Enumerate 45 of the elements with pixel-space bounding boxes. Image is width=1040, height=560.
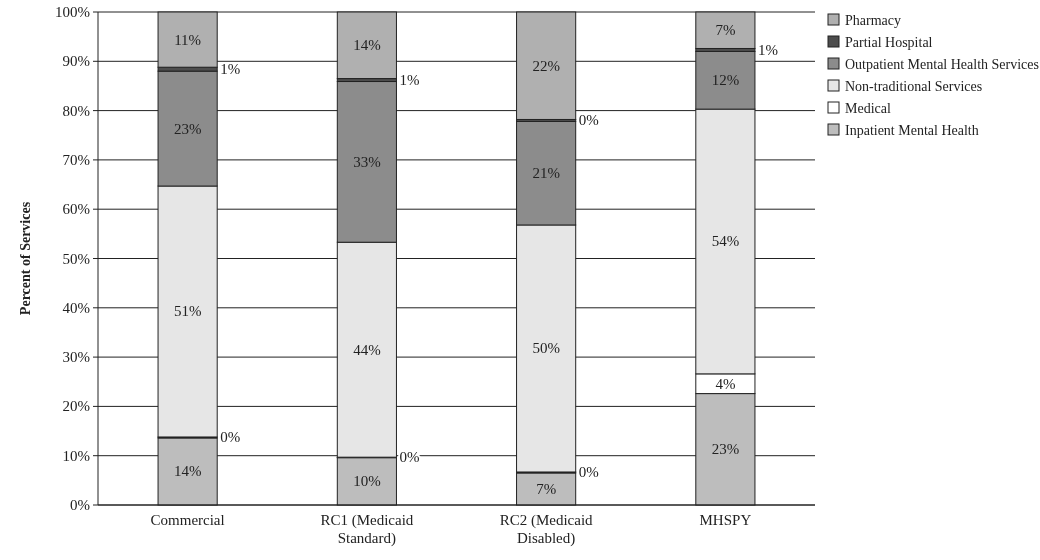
data-label: 1% (220, 61, 241, 78)
data-label: 51% (173, 303, 202, 320)
legend-label: Outpatient Mental Health Services (845, 56, 1039, 72)
data-label: 7% (536, 480, 557, 497)
data-label: 33% (353, 153, 381, 170)
data-label: 4% (715, 375, 736, 392)
y-tick-label: 0% (70, 497, 90, 513)
data-label: 12% (711, 72, 740, 89)
legend-label: Pharmacy (845, 12, 901, 28)
y-tick-label: 50% (62, 250, 90, 267)
data-label: 0% (578, 112, 599, 129)
legend-label: Inpatient Mental Health (845, 122, 979, 138)
y-tick-label: 70% (62, 151, 90, 168)
y-tick-label: 10% (62, 447, 90, 464)
legend-label: Partial Hospital (845, 34, 933, 50)
data-label: 1% (757, 41, 778, 58)
data-label: 23% (173, 120, 202, 137)
x-tick-label: RC1 (Medicaid Standard) (320, 512, 414, 547)
data-label: 7% (715, 22, 736, 39)
x-tick-label: Commercial (150, 512, 225, 528)
legend-label: Non-traditional Services (845, 78, 983, 94)
y-tick-label: 100% (55, 4, 90, 20)
y-tick-label: 20% (62, 398, 90, 415)
x-tick-label: MHSPY (699, 512, 752, 528)
y-tick-label: 90% (62, 53, 90, 70)
data-label: 22% (532, 57, 560, 74)
data-label: 44% (353, 341, 381, 358)
data-label: 23% (711, 441, 740, 458)
x-tick-label: RC2 (Medicaid Disabled) (499, 512, 594, 547)
y-axis-title: Percent of Services (18, 201, 33, 316)
y-tick-label: 80% (62, 102, 90, 119)
data-label: 50% (532, 340, 560, 357)
data-label: 10% (353, 473, 381, 490)
data-label: 14% (353, 37, 381, 54)
y-tick-label: 60% (62, 201, 90, 218)
y-tick-label: 30% (62, 349, 90, 366)
data-label: 54% (711, 233, 740, 250)
data-label: 1% (399, 72, 420, 89)
y-tick-label: 40% (62, 299, 90, 316)
data-label: 14% (173, 463, 202, 480)
data-label: 21% (532, 165, 560, 182)
data-label: 0% (578, 464, 599, 481)
data-label: 0% (220, 429, 241, 446)
legend-label: Medical (845, 100, 891, 116)
data-label: 11% (174, 31, 202, 48)
